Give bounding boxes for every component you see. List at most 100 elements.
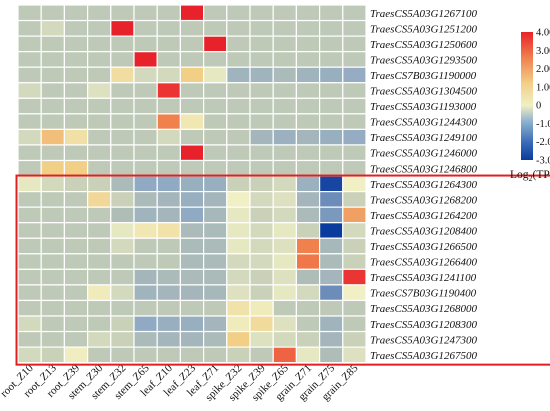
heatmap-cell xyxy=(86,315,112,333)
heatmap-cell xyxy=(272,175,298,193)
heatmap-cell xyxy=(272,35,298,53)
heatmap-cell xyxy=(319,51,344,68)
row-label: TraesCS5A03G1251200 xyxy=(370,23,477,35)
heatmap-cell xyxy=(272,346,298,364)
heatmap-cell xyxy=(319,4,344,22)
row-label: TraesCS5A03G1246800 xyxy=(370,163,477,175)
heatmap-cell xyxy=(319,82,344,99)
heatmap-cell xyxy=(40,330,66,348)
heatmap-cell xyxy=(249,175,274,193)
heatmap-cell xyxy=(342,128,367,146)
heatmap-cell xyxy=(63,284,89,302)
heatmap-cell xyxy=(249,315,274,333)
heatmap-cell xyxy=(40,299,66,317)
heatmap-cell xyxy=(86,253,112,270)
heatmap-cell xyxy=(63,97,89,115)
heatmap-cell xyxy=(272,315,298,333)
heatmap-cell xyxy=(156,330,181,348)
heatmap-cell xyxy=(295,175,321,193)
heatmap-cell xyxy=(40,268,66,286)
heatmap-cells xyxy=(17,4,367,364)
heatmap-cell xyxy=(86,82,112,99)
heatmap-cell xyxy=(179,4,205,22)
heatmap-cell xyxy=(40,159,66,177)
heatmap-cell xyxy=(203,253,228,270)
heatmap-cell xyxy=(40,284,66,302)
heatmap-cell xyxy=(203,128,228,146)
heatmap-cell xyxy=(110,159,135,177)
heatmap-cell xyxy=(203,299,228,317)
heatmap-cell xyxy=(295,222,321,239)
heatmap-cell xyxy=(249,144,274,162)
colorbar-ticks: 4.00 3.00 2.00 1.00 0 -1.00 -2.00 -3.00 xyxy=(536,28,550,167)
heatmap-cell xyxy=(156,315,181,333)
heatmap-cell xyxy=(342,191,367,208)
heatmap-cell xyxy=(156,206,181,224)
heatmap-cell xyxy=(63,144,89,162)
heatmap-cell xyxy=(179,66,205,84)
heatmap-cell xyxy=(179,35,205,53)
heatmap-cell xyxy=(179,237,205,255)
heatmap-cell xyxy=(86,128,112,146)
heatmap-cell xyxy=(86,206,112,224)
heatmap-cell xyxy=(133,253,158,270)
heatmap-cell xyxy=(179,97,205,115)
heatmap-cell xyxy=(40,144,66,162)
heatmap-cell xyxy=(342,51,367,68)
heatmap-cell xyxy=(226,315,251,333)
colorbar: 4.00 3.00 2.00 1.00 0 -1.00 -2.00 -3.00 Log2(TP… xyxy=(510,28,550,184)
heatmap-cell xyxy=(156,284,181,302)
heatmap-cell xyxy=(295,128,321,146)
heatmap-cell xyxy=(179,128,205,146)
heatmap-cell xyxy=(203,19,228,37)
heatmap-cell xyxy=(156,19,181,37)
heatmap-cell xyxy=(203,97,228,115)
heatmap-cell xyxy=(63,159,89,177)
heatmap-cell xyxy=(249,237,274,255)
heatmap-cell xyxy=(17,253,42,270)
heatmap-cell xyxy=(179,51,205,68)
heatmap-cell xyxy=(179,284,205,302)
heatmap-cell xyxy=(319,113,344,130)
heatmap-cell xyxy=(249,128,274,146)
heatmap-cell xyxy=(249,253,274,270)
heatmap-cell xyxy=(249,66,274,84)
heatmap-cell xyxy=(295,35,321,53)
row-label: TraesCS5A03G1241100 xyxy=(370,272,477,284)
heatmap-cell xyxy=(110,346,135,364)
heatmap-cell xyxy=(86,175,112,193)
heatmap-cell xyxy=(40,128,66,146)
heatmap-cell xyxy=(40,237,66,255)
heatmap-cell xyxy=(319,191,344,208)
heatmap-cell xyxy=(133,128,158,146)
heatmap-cell xyxy=(342,253,367,270)
heatmap-cell xyxy=(86,330,112,348)
heatmap-cell xyxy=(156,253,181,270)
row-label: TraesCS5A03G1264300 xyxy=(370,179,477,191)
heatmap-cell xyxy=(156,175,181,193)
heatmap-cell xyxy=(319,144,344,162)
heatmap-cell xyxy=(110,82,135,99)
heatmap-cell xyxy=(133,4,158,22)
heatmap-cell xyxy=(110,284,135,302)
heatmap-cell xyxy=(226,237,251,255)
heatmap-cell xyxy=(179,159,205,177)
heatmap-cell xyxy=(249,51,274,68)
heatmap-cell xyxy=(319,346,344,364)
heatmap-cell xyxy=(272,268,298,286)
heatmap-cell xyxy=(86,284,112,302)
heatmap-cell xyxy=(226,19,251,37)
heatmap-cell xyxy=(17,237,42,255)
heatmap-cell xyxy=(319,206,344,224)
heatmap-cell xyxy=(110,330,135,348)
heatmap-cell xyxy=(272,206,298,224)
heatmap-cell xyxy=(272,299,298,317)
heatmap-cell xyxy=(40,35,66,53)
heatmap-cell xyxy=(226,206,251,224)
heatmap-cell xyxy=(156,82,181,99)
colorbar-title-sub: 2 xyxy=(529,174,533,183)
heatmap-cell xyxy=(133,113,158,130)
heatmap-cell xyxy=(203,206,228,224)
heatmap-cell xyxy=(295,113,321,130)
heatmap-cell xyxy=(110,315,135,333)
